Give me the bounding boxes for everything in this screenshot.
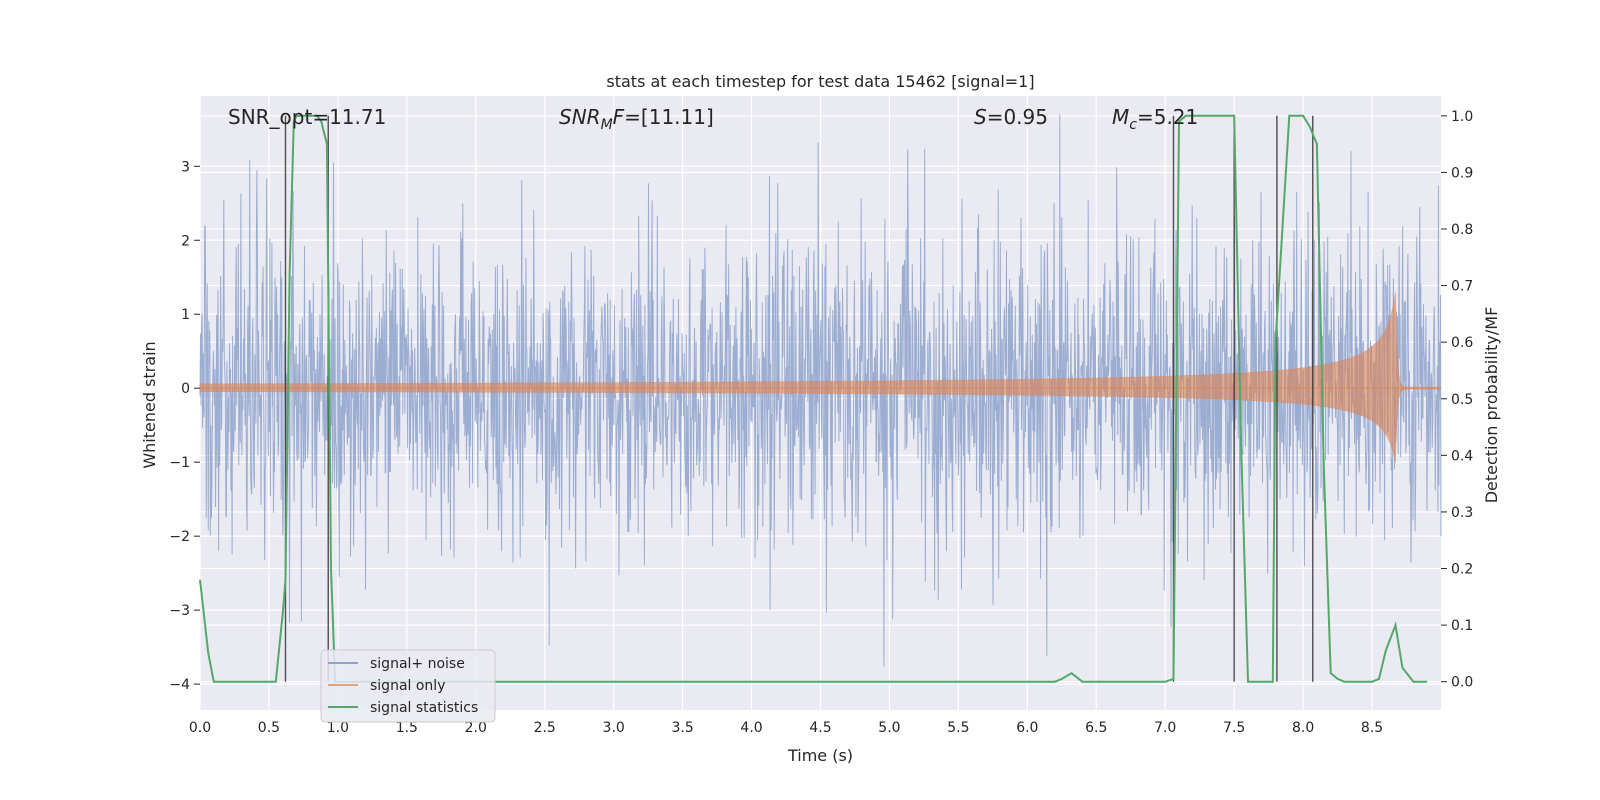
y2-tick-label: 0.6: [1451, 335, 1473, 351]
y-tick-label: −3: [169, 603, 190, 619]
legend-box: [320, 649, 496, 723]
x-tick-label: 4.5: [809, 720, 831, 736]
y2-tick-label: 0.0: [1451, 675, 1473, 691]
y2-tick-label: 1.0: [1451, 109, 1473, 125]
y2-tick-label: 0.4: [1451, 448, 1473, 464]
y2-tick-label: 0.2: [1451, 562, 1473, 578]
x-axis-label: Time (s): [787, 746, 853, 765]
x-tick-label: 3.0: [603, 720, 625, 736]
annotation-snr-mf: SNRMF=[11.11]: [559, 105, 714, 133]
annotation-mc: Mc=5.21: [1112, 105, 1198, 133]
y2-tick-label: 0.5: [1451, 392, 1473, 408]
legend-label-noise: signal+ noise: [370, 656, 465, 672]
annotation-s: S=0.95: [974, 105, 1048, 129]
x-tick-label: 8.0: [1292, 720, 1314, 736]
x-axis-ticks: 0.0 0.5 1.0 1.5 2.0 2.5 3.0 3.5 4.0 4.5 5.0 5.5 6.0 6…: [189, 720, 1383, 736]
y-tick-label: −2: [169, 529, 190, 545]
x-tick-label: 7.0: [1154, 720, 1176, 736]
chart-title: stats at each timestep for test data 154…: [606, 72, 1034, 91]
x-tick-label: 2.5: [534, 720, 556, 736]
y-tick-label: −4: [169, 677, 190, 693]
x-tick-label: 3.5: [671, 720, 693, 736]
y-tick-label: 1: [181, 307, 190, 323]
y-tick-label: 3: [181, 159, 190, 175]
y2-axis-ticks: 1.0 0.9 0.8 0.7 0.6 0.5 0.4 0.3 0.2 0.1 0.0: [1441, 109, 1473, 691]
y-axis-ticks: 3 2 1 0 −1 −2 −3 −4: [169, 159, 200, 693]
x-tick-label: 0.0: [189, 720, 211, 736]
x-tick-label: 5.5: [947, 720, 969, 736]
annotation-snr-opt: SNR_opt=11.71: [228, 105, 386, 129]
x-tick-label: 6.0: [1016, 720, 1038, 736]
y-axis-label: Whitened strain: [140, 341, 159, 468]
stats-line: [199, 114, 1428, 683]
x-tick-label: 5.0: [878, 720, 900, 736]
legend-label-signal: signal only: [370, 678, 445, 694]
x-tick-label: 6.5: [1085, 720, 1107, 736]
x-tick-label: 0.5: [258, 720, 280, 736]
x-tick-label: 7.5: [1223, 720, 1245, 736]
legend-label-stats: signal statistics: [370, 700, 478, 716]
x-tick-label: 1.0: [327, 720, 349, 736]
y-tick-label: 0: [181, 381, 190, 397]
y2-tick-label: 0.8: [1451, 222, 1473, 238]
y2-axis-label: Detection probability/MF: [1482, 307, 1501, 504]
x-tick-label: 2.0: [465, 720, 487, 736]
y2-tick-label: 0.7: [1451, 279, 1473, 295]
signal-envelope: [199, 291, 1442, 464]
y2-tick-label: 0.9: [1451, 165, 1473, 181]
y-tick-label: 2: [181, 233, 190, 249]
series-signal-statistics: [199, 114, 1428, 683]
x-tick-label: 4.0: [740, 720, 762, 736]
y-tick-label: −1: [169, 455, 190, 471]
x-tick-label: 8.5: [1361, 720, 1383, 736]
y2-tick-label: 0.1: [1451, 618, 1473, 634]
legend: signal+ noise signal only signal statist…: [320, 649, 496, 723]
x-tick-label: 1.5: [396, 720, 418, 736]
y2-tick-label: 0.3: [1451, 505, 1473, 521]
